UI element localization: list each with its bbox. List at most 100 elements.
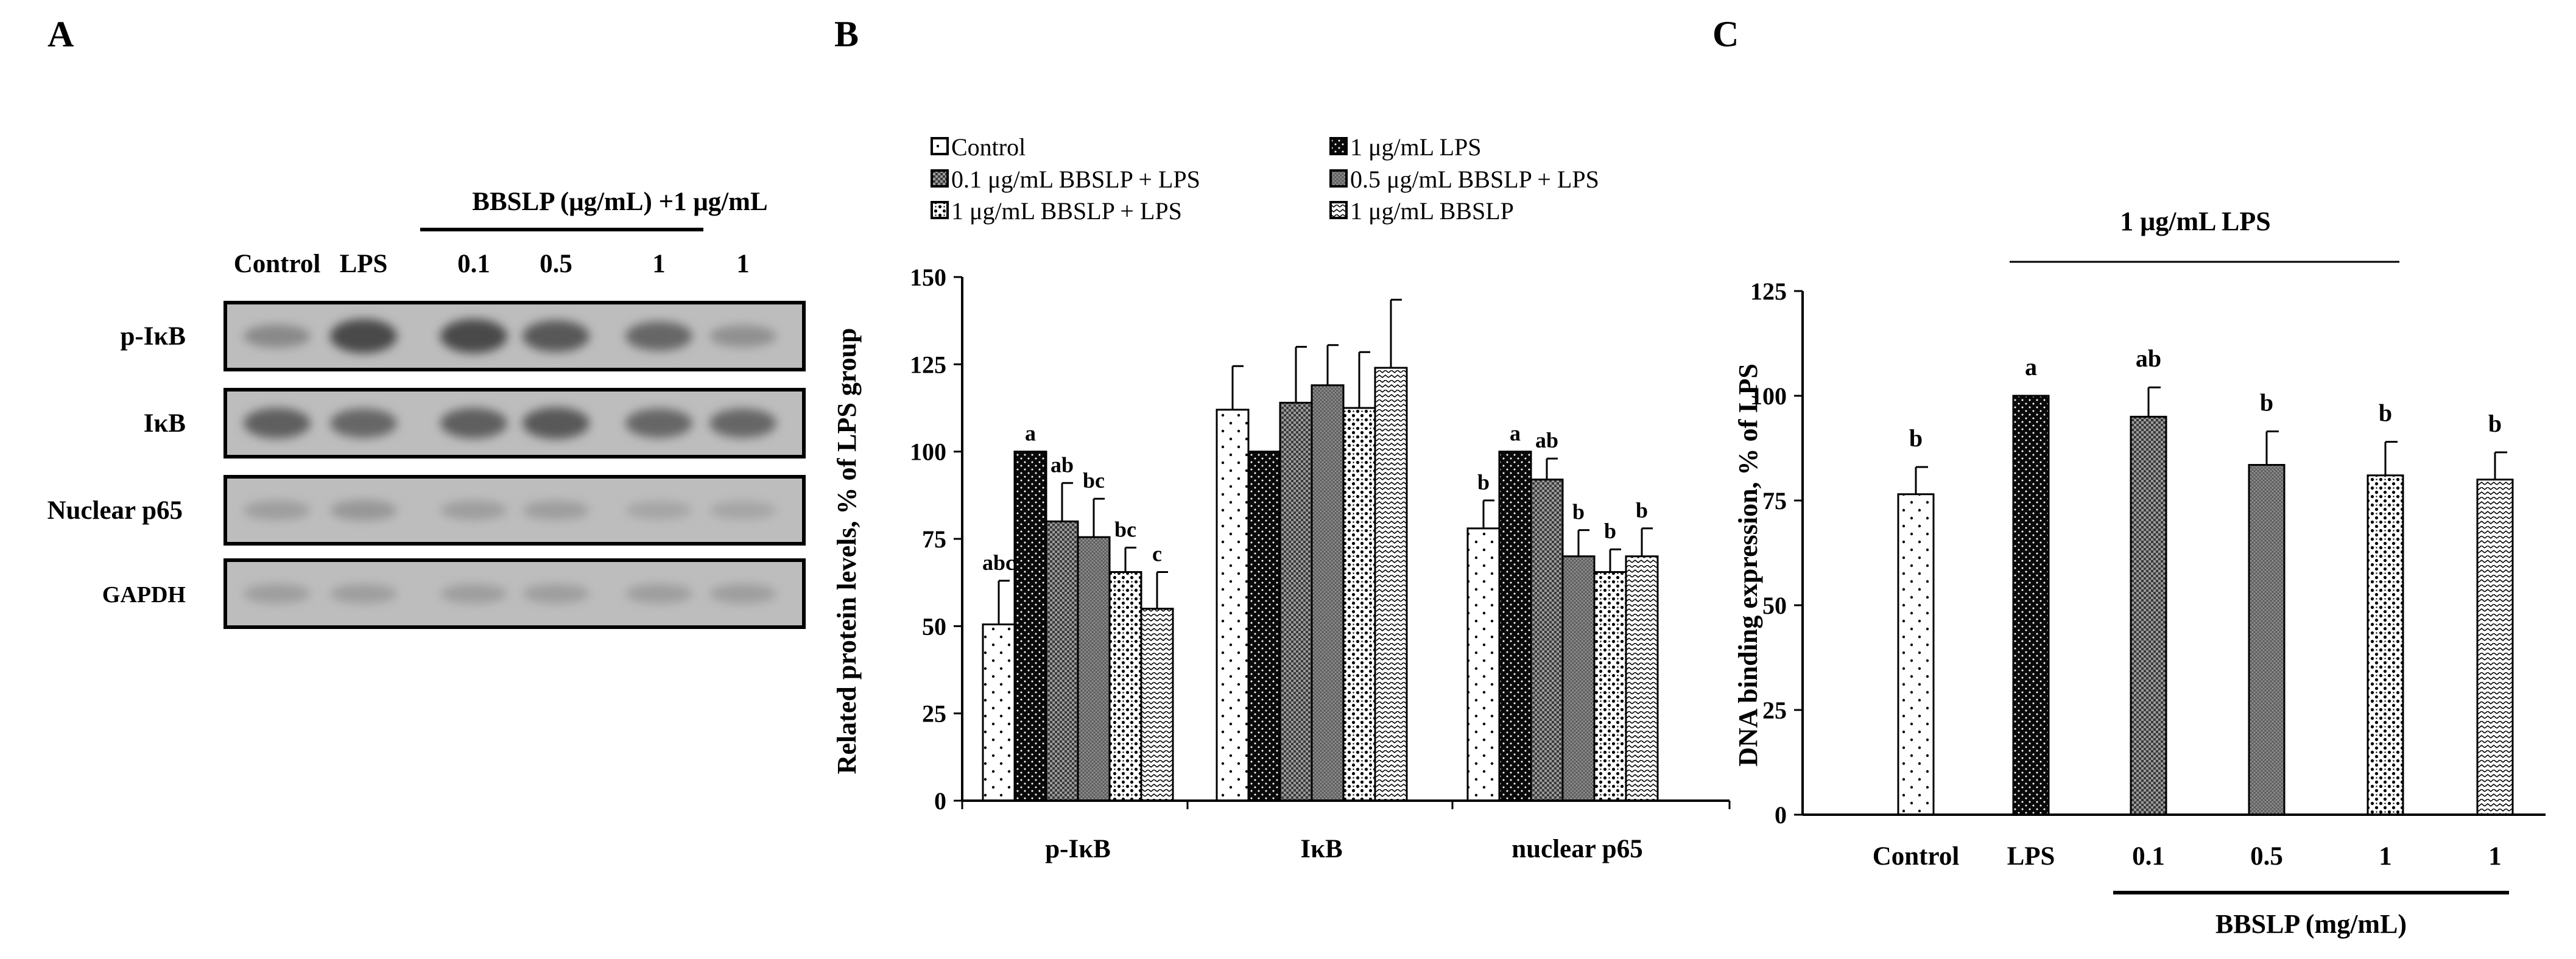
bar-c-2 <box>2130 415 2167 816</box>
legend-swatch <box>931 201 949 219</box>
legend-swatch <box>931 169 949 188</box>
blot-band <box>523 320 589 352</box>
blot-lane-label: 1 <box>652 250 666 278</box>
blot-band <box>440 408 507 438</box>
legend-swatch <box>931 137 949 155</box>
bar-p-i-b-series-3 <box>1077 536 1111 802</box>
y-tick-label: 150 <box>910 264 946 291</box>
blot-band <box>440 584 507 603</box>
x-category-label: 0.5 <box>2250 842 2283 871</box>
blot-band <box>709 501 776 519</box>
significance-label: b <box>2260 388 2273 416</box>
bar-nuclear-p65-series-2 <box>1530 479 1564 802</box>
bar-i-b-series-2 <box>1279 401 1313 802</box>
significance-label: b <box>1909 424 1923 452</box>
blot-band <box>330 584 397 603</box>
legend-swatch <box>1329 169 1348 188</box>
x-category-label: 1 <box>2488 842 2502 871</box>
bar-c-4 <box>2367 474 2404 816</box>
significance-label: a <box>1510 421 1521 446</box>
x-category-label: 1 <box>2379 842 2392 871</box>
significance-label: a <box>2025 353 2037 381</box>
bar-c-1 <box>2012 395 2050 816</box>
significance-label: b <box>1636 498 1648 522</box>
blot-band <box>244 325 311 348</box>
bar-p-i-b-series-2 <box>1045 520 1079 802</box>
y-tick-label: 50 <box>1762 592 1787 619</box>
blot-strip <box>223 558 806 629</box>
blot-lane-label: 0.5 <box>540 250 572 278</box>
blot-band <box>330 319 397 353</box>
bar-i-b-series-4 <box>1342 407 1376 802</box>
legend-swatch <box>1329 137 1348 155</box>
bar-nuclear-p65-series-1 <box>1498 451 1532 802</box>
blot-band <box>709 325 776 347</box>
legend-swatch <box>1329 201 1348 219</box>
blot-band <box>625 321 692 351</box>
chart-c-title: 1 μg/mL LPS <box>2120 206 2270 236</box>
significance-label: ab <box>2136 345 2161 372</box>
y-tick-label: 0 <box>934 787 946 815</box>
blot-strip <box>223 388 806 458</box>
blot-band <box>709 584 776 603</box>
blot-band <box>523 584 589 603</box>
panel-label-a: A <box>48 14 74 54</box>
blot-band <box>625 409 692 438</box>
blot-band <box>523 501 589 520</box>
significance-label: ab <box>1050 452 1074 477</box>
x-category-label: Control <box>1873 842 1960 871</box>
significance-label: abc <box>982 550 1015 575</box>
y-tick-label: 125 <box>1750 278 1787 305</box>
legend-label: 0.5 μg/mL BBSLP + LPS <box>1350 166 1599 193</box>
bar-p-i-b-series-5 <box>1140 608 1174 802</box>
bar-p-i-b-series-1 <box>1013 451 1047 802</box>
y-tick-label: 25 <box>1762 697 1787 724</box>
blot-lane-label: LPS <box>340 250 388 278</box>
blot-row-label: Nuclear p65 <box>47 496 183 525</box>
bar-nuclear-p65-series-5 <box>1625 555 1659 802</box>
blot-band <box>244 408 311 438</box>
y-tick-label: 0 <box>1775 801 1787 829</box>
y-tick-label: 50 <box>922 613 946 640</box>
blot-strip <box>223 475 806 546</box>
chart-c-dna-binding: b a ab b b b Control LPS 0.1 0.5 1 1 0 25 50 75 100 125 D… <box>1733 206 2546 939</box>
bar-c-3 <box>2248 464 2286 816</box>
blot-lane-label: 1 <box>736 250 750 278</box>
legend-label: 0.1 μg/mL BBSLP + LPS <box>951 166 1200 193</box>
blot-band <box>523 407 589 439</box>
significance-label: a <box>1025 421 1036 446</box>
x-category-label: p-IκB <box>1045 835 1111 863</box>
blot-band <box>440 501 507 520</box>
significance-label: bc <box>1083 468 1105 493</box>
blot-row-label: IκB <box>144 409 186 438</box>
y-tick-label: 125 <box>910 351 946 378</box>
panel-label-c: C <box>1712 14 1739 54</box>
blot-lane-label: Control <box>234 250 321 278</box>
x-category-label: LPS <box>2007 842 2055 871</box>
bar-nuclear-p65-series-0 <box>1466 527 1501 802</box>
legend-label: 1 μg/mL BBSLP + LPS <box>951 197 1182 225</box>
bar-i-b-series-1 <box>1247 451 1281 802</box>
significance-label: bc <box>1114 517 1136 541</box>
significance-label: b <box>2379 399 2392 427</box>
x-axis-title: BBSLP (mg/mL) <box>2215 909 2407 939</box>
blot-band <box>709 409 776 438</box>
significance-label: ab <box>1535 428 1558 452</box>
x-category-label: IκB <box>1300 835 1342 863</box>
y-tick-label: 25 <box>922 700 946 728</box>
y-axis-title: DNA binding expression, % of LPS <box>1733 364 1763 767</box>
legend-label: 1 μg/mL BBSLP <box>1350 197 1514 225</box>
blot-band <box>440 319 507 353</box>
y-tick-label: 100 <box>1750 382 1787 410</box>
bar-p-i-b-series-4 <box>1108 571 1142 802</box>
bar-nuclear-p65-series-3 <box>1561 555 1596 802</box>
blot-band <box>625 501 692 519</box>
y-tick-label: 75 <box>922 525 946 553</box>
y-tick-label: 75 <box>1762 487 1787 515</box>
bar-i-b-series-5 <box>1374 367 1408 802</box>
western-blot-panel: BBSLP (μg/mL) +1 μg/mL Control LPS 0.1 0.5 1… <box>47 188 806 629</box>
x-category-label: 0.1 <box>2132 842 2165 871</box>
significance-label: b <box>2488 410 2502 437</box>
significance-label: b <box>1604 519 1616 543</box>
bar-c-5 <box>2476 479 2514 816</box>
